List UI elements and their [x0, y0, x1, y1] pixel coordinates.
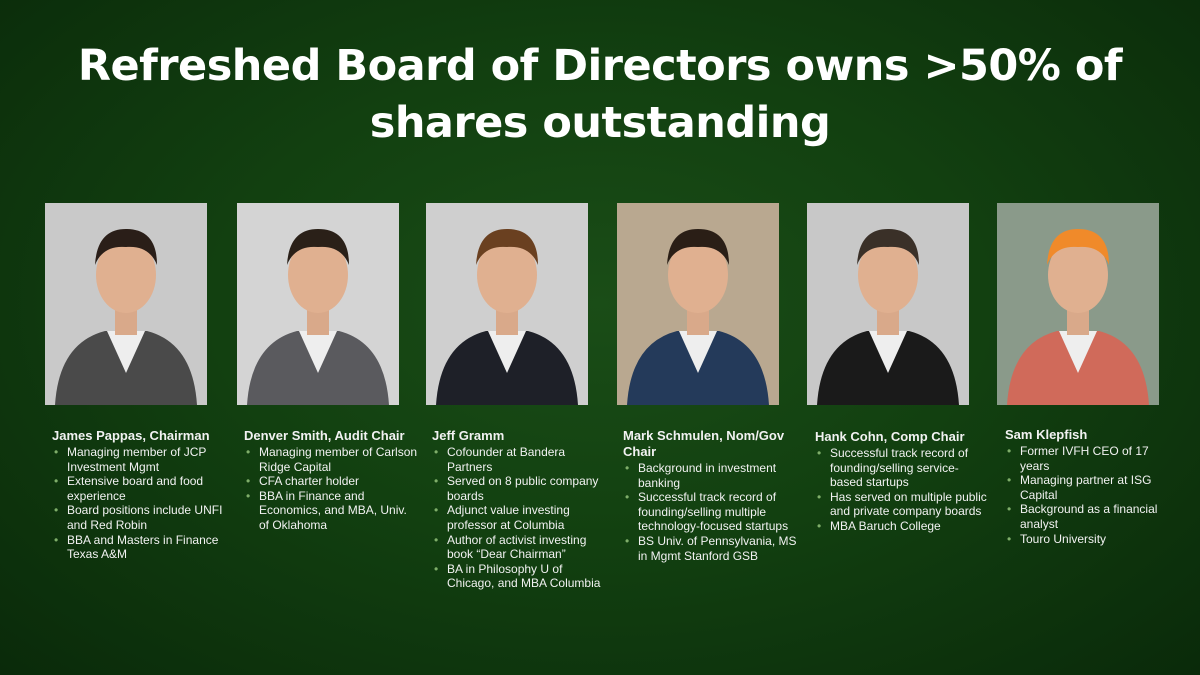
director-bio: Sam Klepfish Former IVFH CEO of 17 yearsM…: [1005, 427, 1180, 546]
bio-bullet: BBA and Masters in Finance Texas A&M: [52, 533, 227, 562]
bio-list: Cofounder at Bandera PartnersServed on 8…: [432, 445, 607, 591]
director-name: Jeff Gramm: [432, 428, 505, 443]
director-photo: [997, 203, 1159, 405]
director-bio: Hank Cohn, Comp Chair Successful track re…: [815, 429, 990, 534]
bio-bullet: MBA Baruch College: [815, 519, 990, 534]
bio-list: Successful track record of founding/sell…: [815, 446, 990, 534]
bio-bullet: Board positions include UNFI and Red Rob…: [52, 503, 227, 532]
director-name: Sam Klepfish: [1005, 427, 1088, 442]
director-bio: Denver Smith, Audit Chair Managing member…: [244, 428, 419, 533]
bio-list: Managing member of JCP Investment MgmtEx…: [52, 445, 227, 562]
bio-bullet: Managing member of Carlson Ridge Capital: [244, 445, 419, 474]
director-name: Mark Schmulen, Nom/Gov Chair: [623, 428, 785, 459]
director-name: Denver Smith, Audit Chair: [244, 428, 405, 443]
director-photo: [45, 203, 207, 405]
bio-bullet: CFA charter holder: [244, 474, 419, 489]
bio-bullet: Adjunct value investing professor at Col…: [432, 503, 607, 532]
director-photo: [426, 203, 588, 405]
bio-bullet: Successful track record of founding/sell…: [815, 446, 990, 490]
bio-list: Background in investment bankingSuccessf…: [623, 461, 798, 563]
director-photo: [617, 203, 779, 405]
bio-bullet: Cofounder at Bandera Partners: [432, 445, 607, 474]
director-photo: [807, 203, 969, 405]
bio-bullet: Successful track record of founding/sell…: [623, 490, 798, 534]
bio-bullet: Author of activist investing book “Dear …: [432, 533, 607, 562]
director-photo: [237, 203, 399, 405]
bio-bullet: Has served on multiple public and privat…: [815, 490, 990, 519]
bio-bullet: Former IVFH CEO of 17 years: [1005, 444, 1180, 473]
director-name: James Pappas, Chairman: [52, 428, 210, 443]
bio-bullet: Background in investment banking: [623, 461, 798, 490]
bio-bullet: Background as a financial analyst: [1005, 502, 1180, 531]
bio-bullet: Managing member of JCP Investment Mgmt: [52, 445, 227, 474]
slide-title: Refreshed Board of Directors owns >50% o…: [77, 41, 1123, 148]
bio-list: Former IVFH CEO of 17 yearsManaging part…: [1005, 444, 1180, 546]
bio-bullet: BS Univ. of Pennsylvania, MS in Mgmt Sta…: [623, 534, 798, 563]
director-name: Hank Cohn, Comp Chair: [815, 429, 965, 444]
bio-list: Managing member of Carlson Ridge Capital…: [244, 445, 419, 533]
director-bio: Jeff Gramm Cofounder at Bandera PartnersS…: [432, 428, 607, 591]
bio-bullet: Served on 8 public company boards: [432, 474, 607, 503]
director-bio: Mark Schmulen, Nom/Gov ChairBackground i…: [623, 428, 798, 563]
bio-bullet: Managing partner at ISG Capital: [1005, 473, 1180, 502]
bio-bullet: BA in Philosophy U of Chicago, and MBA C…: [432, 562, 607, 591]
director-bio: James Pappas, Chairman Managing member of…: [52, 428, 227, 562]
bio-bullet: Extensive board and food experience: [52, 474, 227, 503]
bio-bullet: BBA in Finance and Economics, and MBA, U…: [244, 489, 419, 533]
bio-bullet: Touro University: [1005, 532, 1180, 547]
